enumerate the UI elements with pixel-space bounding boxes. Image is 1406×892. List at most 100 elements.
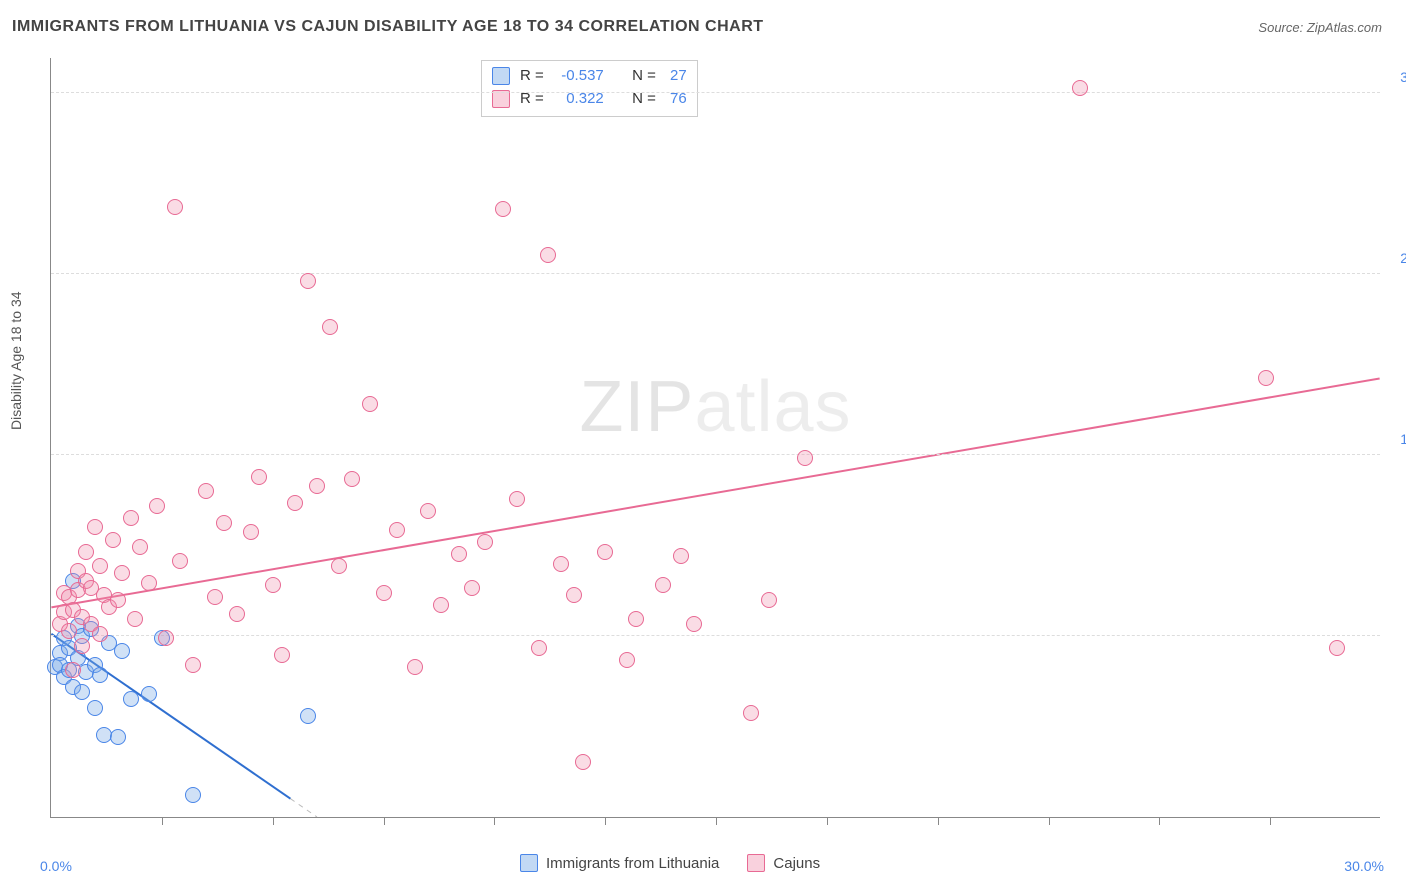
legend-item-cajuns: Cajuns <box>747 854 820 872</box>
data-point-cajuns <box>376 585 392 601</box>
watermark: ZIPatlas <box>579 366 851 448</box>
legend-swatch-cajuns <box>747 854 765 872</box>
data-point-cajuns <box>673 548 689 564</box>
data-point-cajuns <box>553 556 569 572</box>
source-label: Source: <box>1258 20 1303 35</box>
x-tick <box>605 817 606 825</box>
data-point-cajuns <box>61 623 77 639</box>
x-tick <box>716 817 717 825</box>
trend-lines <box>51 58 1380 817</box>
chart-title: IMMIGRANTS FROM LITHUANIA VS CAJUN DISAB… <box>12 18 764 36</box>
gridline <box>51 454 1380 455</box>
swatch-lithuania <box>492 67 510 85</box>
data-point-cajuns <box>433 597 449 613</box>
data-point-cajuns <box>686 616 702 632</box>
gridline <box>51 273 1380 274</box>
data-point-cajuns <box>158 630 174 646</box>
x-tick <box>384 817 385 825</box>
data-point-cajuns <box>743 705 759 721</box>
data-point-cajuns <box>87 519 103 535</box>
stats-r-label: R = <box>520 88 544 111</box>
data-point-cajuns <box>92 558 108 574</box>
x-tick <box>273 817 274 825</box>
data-point-cajuns <box>185 657 201 673</box>
x-axis-start-label: 0.0% <box>40 858 72 874</box>
data-point-cajuns <box>123 510 139 526</box>
data-point-cajuns <box>92 626 108 642</box>
x-tick <box>938 817 939 825</box>
stats-n-value-cajuns: 76 <box>666 88 687 111</box>
data-point-cajuns <box>797 450 813 466</box>
data-point-cajuns <box>243 524 259 540</box>
plot-area: ZIPatlas R =-0.537 N = 27R = 0.322 N = 76… <box>50 58 1380 818</box>
data-point-cajuns <box>229 606 245 622</box>
data-point-cajuns <box>309 478 325 494</box>
source-name: ZipAtlas.com <box>1307 20 1382 35</box>
stats-row-cajuns: R = 0.322 N = 76 <box>492 88 687 111</box>
data-point-lithuania <box>110 729 126 745</box>
legend-label-lithuania: Immigrants from Lithuania <box>546 855 719 872</box>
data-point-cajuns <box>761 592 777 608</box>
data-point-cajuns <box>1072 80 1088 96</box>
data-point-cajuns <box>274 647 290 663</box>
data-point-cajuns <box>531 640 547 656</box>
stats-n-label: N = <box>632 88 656 111</box>
data-point-cajuns <box>198 483 214 499</box>
bottom-legend: Immigrants from Lithuania Cajuns <box>520 854 820 872</box>
data-point-cajuns <box>114 565 130 581</box>
data-point-cajuns <box>74 638 90 654</box>
data-point-cajuns <box>110 592 126 608</box>
legend-label-cajuns: Cajuns <box>773 855 820 872</box>
y-axis-label: Disability Age 18 to 34 <box>8 291 24 430</box>
gridline <box>51 635 1380 636</box>
data-point-cajuns <box>65 662 81 678</box>
data-point-lithuania <box>114 643 130 659</box>
data-point-cajuns <box>127 611 143 627</box>
x-axis-end-label: 30.0% <box>1344 858 1384 874</box>
data-point-cajuns <box>331 558 347 574</box>
data-point-cajuns <box>300 273 316 289</box>
stats-legend: R =-0.537 N = 27R = 0.322 N = 76 <box>481 60 698 117</box>
watermark-thin: atlas <box>694 367 851 447</box>
data-point-cajuns <box>167 199 183 215</box>
data-point-cajuns <box>540 247 556 263</box>
data-point-cajuns <box>265 577 281 593</box>
stats-r-value-cajuns: 0.322 <box>554 88 604 111</box>
data-point-cajuns <box>216 515 232 531</box>
data-point-cajuns <box>344 471 360 487</box>
data-point-cajuns <box>132 539 148 555</box>
x-tick <box>1270 817 1271 825</box>
data-point-lithuania <box>87 700 103 716</box>
data-point-cajuns <box>619 652 635 668</box>
data-point-cajuns <box>207 589 223 605</box>
data-point-cajuns <box>597 544 613 560</box>
data-point-cajuns <box>251 469 267 485</box>
data-point-cajuns <box>1258 370 1274 386</box>
data-point-cajuns <box>495 201 511 217</box>
x-tick <box>1159 817 1160 825</box>
legend-swatch-lithuania <box>520 854 538 872</box>
data-point-cajuns <box>1329 640 1345 656</box>
stats-r-value-lithuania: -0.537 <box>554 65 604 88</box>
data-point-lithuania <box>300 708 316 724</box>
data-point-cajuns <box>78 544 94 560</box>
stats-row-lithuania: R =-0.537 N = 27 <box>492 65 687 88</box>
data-point-cajuns <box>628 611 644 627</box>
data-point-cajuns <box>655 577 671 593</box>
x-tick <box>1049 817 1050 825</box>
source-credit: Source: ZipAtlas.com <box>1258 20 1382 35</box>
y-tick-label: 15.0% <box>1400 431 1406 447</box>
data-point-cajuns <box>464 580 480 596</box>
y-tick-label: 30.0% <box>1400 69 1406 85</box>
data-point-cajuns <box>172 553 188 569</box>
gridline <box>51 92 1380 93</box>
data-point-cajuns <box>322 319 338 335</box>
data-point-cajuns <box>407 659 423 675</box>
legend-item-lithuania: Immigrants from Lithuania <box>520 854 719 872</box>
data-point-cajuns <box>451 546 467 562</box>
data-point-lithuania <box>92 667 108 683</box>
data-point-lithuania <box>123 691 139 707</box>
data-point-cajuns <box>566 587 582 603</box>
data-point-lithuania <box>74 684 90 700</box>
x-tick <box>162 817 163 825</box>
